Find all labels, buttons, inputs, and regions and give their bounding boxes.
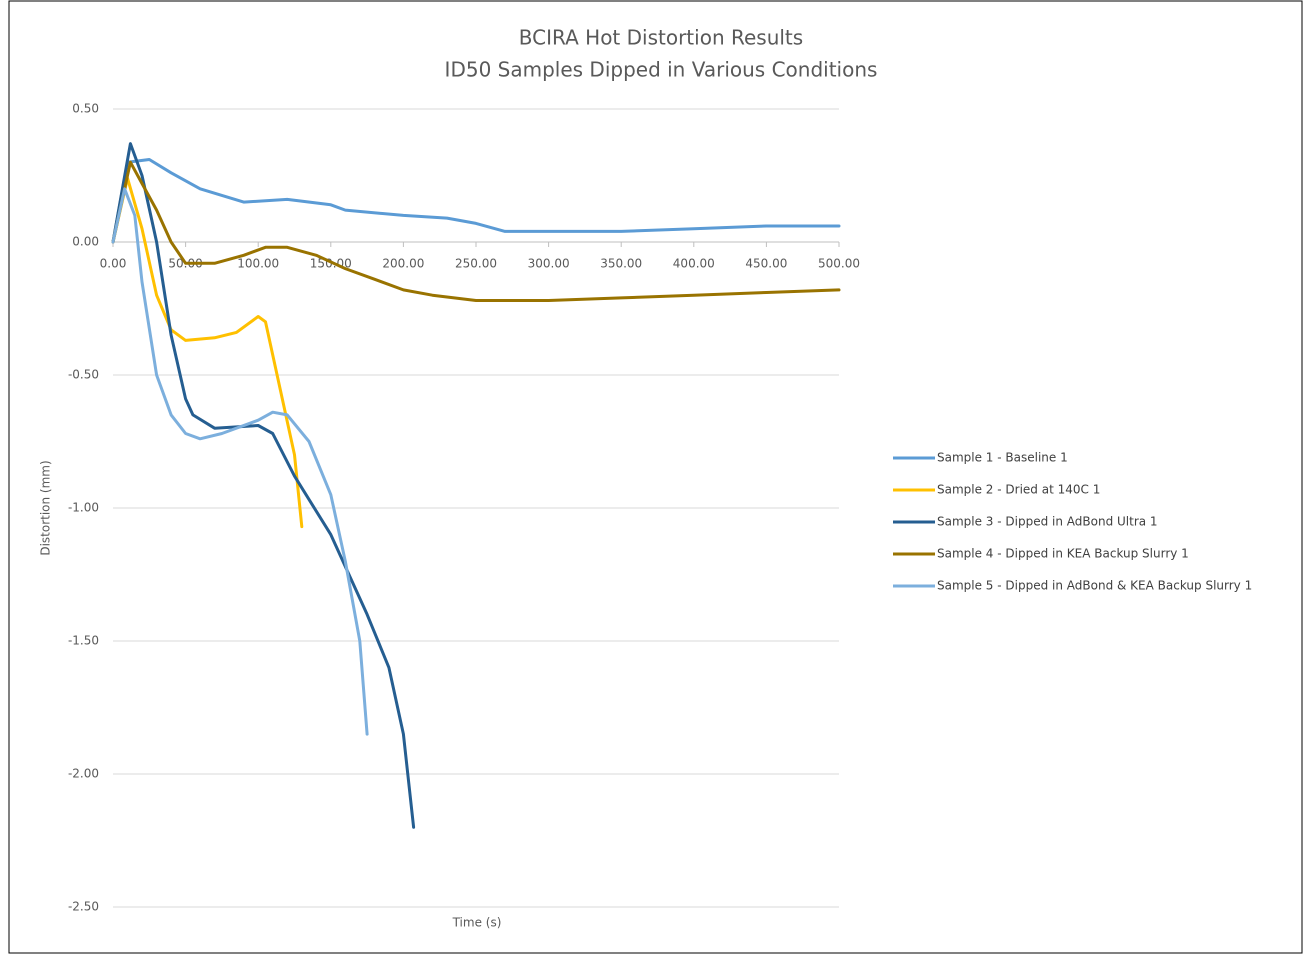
legend-label: Sample 5 - Dipped in AdBond & KEA Backup…: [937, 579, 1252, 593]
x-tick-label: 500.00: [818, 257, 860, 271]
legend-label: Sample 2 - Dried at 140C 1: [937, 483, 1100, 497]
series-line: [111, 160, 841, 302]
series-line: [111, 176, 304, 529]
legend-label: Sample 1 - Baseline 1: [937, 451, 1068, 465]
y-tick-label: -2.00: [68, 767, 99, 781]
legend-label: Sample 4 - Dipped in KEA Backup Slurry 1: [937, 547, 1189, 561]
chart-subtitle: ID50 Samples Dipped in Various Condition…: [445, 58, 878, 82]
x-tick-label: 300.00: [528, 257, 570, 271]
x-tick-label: 450.00: [745, 257, 787, 271]
x-axis-label: Time (s): [452, 916, 502, 930]
x-tick-label: 200.00: [382, 257, 424, 271]
y-tick-label: -1.00: [68, 501, 99, 515]
y-tick-label: -1.50: [68, 634, 99, 648]
y-tick-label: -2.50: [68, 900, 99, 914]
frame: [8, 0, 1303, 954]
legend-label: Sample 3 - Dipped in AdBond Ultra 1: [937, 515, 1158, 529]
x-tick-label: 400.00: [673, 257, 715, 271]
chart-title: BCIRA Hot Distortion Results: [519, 26, 803, 50]
series-line: [111, 187, 369, 736]
x-tick-label: 0.00: [100, 257, 127, 271]
y-axis-label: Distortion (mm): [39, 460, 53, 555]
x-tick-label: 350.00: [600, 257, 642, 271]
x-tick-label: 100.00: [237, 257, 279, 271]
y-tick-label: 0.50: [72, 102, 99, 116]
y-tick-label: -0.50: [68, 368, 99, 382]
y-tick-label: 0.00: [72, 235, 99, 249]
series-line: [111, 158, 841, 244]
x-tick-label: 250.00: [455, 257, 497, 271]
